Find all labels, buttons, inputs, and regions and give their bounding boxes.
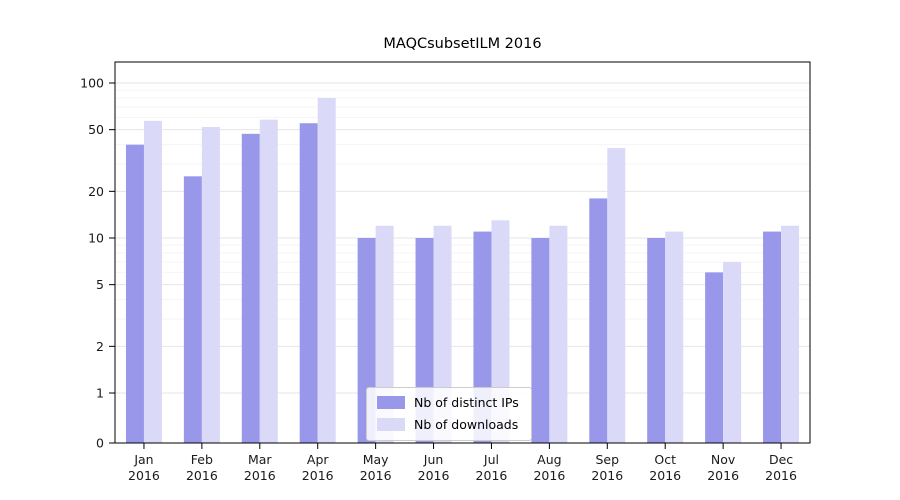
bar-nb-of-distinct-ips-feb <box>183 176 202 443</box>
x-tick-year-sep: 2016 <box>591 468 623 483</box>
bar-nb-of-downloads-feb <box>201 127 220 444</box>
x-tick-year-jul: 2016 <box>476 468 508 483</box>
bar-nb-of-distinct-ips-dec <box>763 231 782 443</box>
bar-nb-of-downloads-oct <box>665 231 684 443</box>
bar-nb-of-downloads-mar <box>259 119 278 443</box>
y-tick-label-2: 2 <box>96 339 104 354</box>
bar-nb-of-downloads-aug <box>549 225 568 443</box>
bar-nb-of-distinct-ips-sep <box>589 198 608 443</box>
legend-item-downloads: Nb of downloads <box>377 417 519 432</box>
x-tick-year-apr: 2016 <box>302 468 334 483</box>
legend: Nb of distinct IPs Nb of downloads <box>366 387 532 441</box>
x-tick-label-aug: Aug <box>537 452 561 467</box>
x-tick-label-jun: Jun <box>423 452 444 467</box>
x-tick-label-dec: Dec <box>769 452 793 467</box>
x-tick-label-feb: Feb <box>191 452 213 467</box>
y-tick-label-50: 50 <box>88 122 104 137</box>
bar-nb-of-distinct-ips-nov <box>705 272 724 443</box>
x-tick-label-mar: Mar <box>248 452 272 467</box>
x-tick-label-jan: Jan <box>133 452 153 467</box>
chart-title: MAQCsubsetILM 2016 <box>383 36 542 52</box>
x-tick-year-feb: 2016 <box>186 468 218 483</box>
axes-frame <box>114 61 811 444</box>
legend-item-distinct-ips: Nb of distinct IPs <box>377 395 519 410</box>
x-tick-label-apr: Apr <box>307 452 329 467</box>
bar-nb-of-downloads-dec <box>781 225 800 443</box>
legend-swatch-distinct-ips <box>377 396 405 409</box>
bar-nb-of-downloads-jan <box>143 120 162 444</box>
bar-nb-of-distinct-ips-mar <box>241 133 260 443</box>
x-tick-year-oct: 2016 <box>649 468 681 483</box>
x-tick-year-dec: 2016 <box>765 468 797 483</box>
legend-label-downloads: Nb of downloads <box>414 417 519 432</box>
y-tick-label-100: 100 <box>80 76 104 91</box>
bar-nb-of-distinct-ips-apr <box>299 123 318 444</box>
x-tick-label-nov: Nov <box>711 452 736 467</box>
y-tick-label-5: 5 <box>96 277 104 292</box>
bar-nb-of-distinct-ips-jan <box>125 144 144 443</box>
x-tick-label-jul: Jul <box>483 452 499 467</box>
x-tick-label-sep: Sep <box>596 452 620 467</box>
bar-nb-of-distinct-ips-aug <box>531 238 550 443</box>
x-tick-year-mar: 2016 <box>244 468 276 483</box>
legend-swatch-downloads <box>377 418 405 431</box>
x-tick-year-may: 2016 <box>360 468 392 483</box>
x-tick-year-aug: 2016 <box>533 468 565 483</box>
y-tick-label-0: 0 <box>96 436 104 451</box>
x-tick-label-may: May <box>363 452 389 467</box>
bar-nb-of-downloads-sep <box>607 148 626 443</box>
bar-nb-of-downloads-apr <box>317 98 336 443</box>
legend-label-distinct-ips: Nb of distinct IPs <box>414 395 519 410</box>
x-tick-year-jun: 2016 <box>418 468 450 483</box>
x-tick-year-jan: 2016 <box>128 468 160 483</box>
x-tick-year-nov: 2016 <box>707 468 739 483</box>
y-tick-label-10: 10 <box>88 231 104 246</box>
x-tick-label-oct: Oct <box>654 452 676 467</box>
y-tick-label-20: 20 <box>88 184 104 199</box>
bar-nb-of-distinct-ips-oct <box>647 238 666 443</box>
bar-nb-of-downloads-nov <box>723 262 742 443</box>
y-tick-label-1: 1 <box>96 386 104 401</box>
